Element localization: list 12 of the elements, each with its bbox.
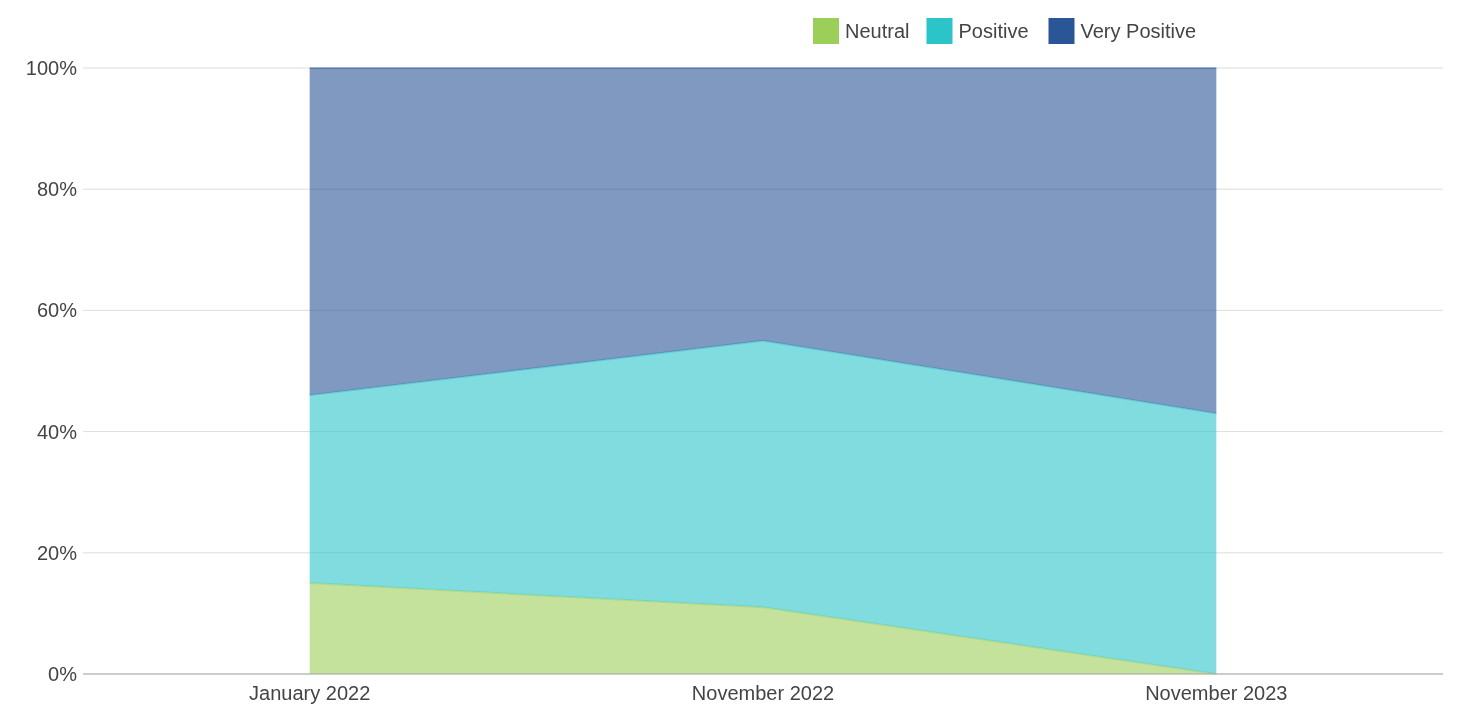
legend-label: Positive <box>958 20 1029 42</box>
legend-label: Very Positive <box>1080 20 1197 42</box>
y-tick-label: 100% <box>25 57 78 79</box>
y-tick-label: 60% <box>36 299 78 322</box>
legend-label: Neutral <box>845 20 910 42</box>
y-tick-label: 40% <box>36 420 78 443</box>
y-tick-label: 0% <box>48 663 78 685</box>
x-tick-label: November 2023 <box>1145 682 1288 704</box>
x-tick-label: November 2022 <box>691 682 835 704</box>
y-tick-label: 20% <box>36 541 78 564</box>
y-tick-label: 80% <box>36 178 78 201</box>
x-tick-label: January 2022 <box>249 682 371 704</box>
